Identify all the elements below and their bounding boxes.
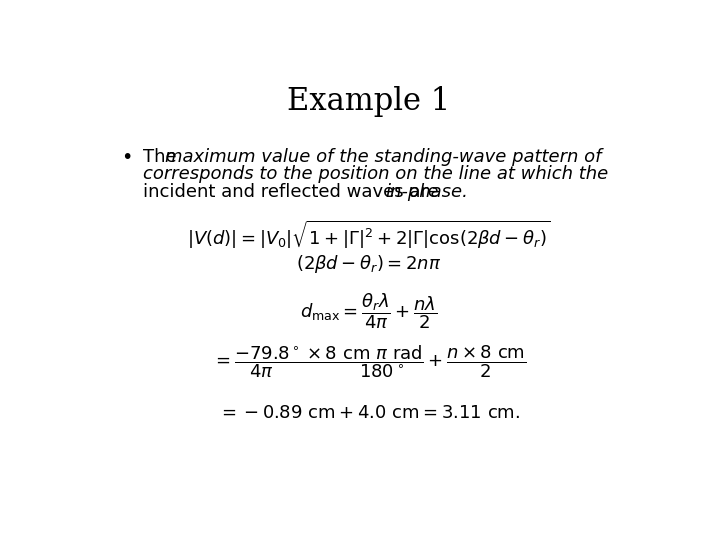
Text: $d_{\mathrm{max}} = \dfrac{\theta_r \lambda}{4\pi} + \dfrac{n\lambda}{2}$: $d_{\mathrm{max}} = \dfrac{\theta_r \lam… bbox=[300, 292, 438, 331]
Text: corresponds to the position on the line at which the: corresponds to the position on the line … bbox=[143, 165, 608, 184]
Text: $= -0.89\ \mathrm{cm} + 4.0\ \mathrm{cm} = 3.11\ \mathrm{cm}.$: $= -0.89\ \mathrm{cm} + 4.0\ \mathrm{cm}… bbox=[218, 404, 520, 422]
Text: Example 1: Example 1 bbox=[287, 85, 451, 117]
Text: in-phase.: in-phase. bbox=[386, 183, 469, 201]
Text: •: • bbox=[121, 148, 132, 167]
Text: The: The bbox=[143, 148, 182, 166]
Text: maximum value of the standing-wave pattern of: maximum value of the standing-wave patte… bbox=[166, 148, 602, 166]
Text: $= \dfrac{-79.8^\circ \times 8\ \mathrm{cm}\ \pi\ \mathrm{rad}}{4\pi \qquad\qqua: $= \dfrac{-79.8^\circ \times 8\ \mathrm{… bbox=[212, 343, 526, 380]
Text: $(2\beta d - \theta_r) = 2n\pi$: $(2\beta d - \theta_r) = 2n\pi$ bbox=[297, 253, 441, 275]
Text: $|V(d)| = |V_0|\sqrt{1+|\Gamma|^2+2|\Gamma|\cos(2\beta d - \theta_r)}$: $|V(d)| = |V_0|\sqrt{1+|\Gamma|^2+2|\Gam… bbox=[187, 219, 551, 251]
Text: incident and reflected waves are: incident and reflected waves are bbox=[143, 183, 444, 201]
